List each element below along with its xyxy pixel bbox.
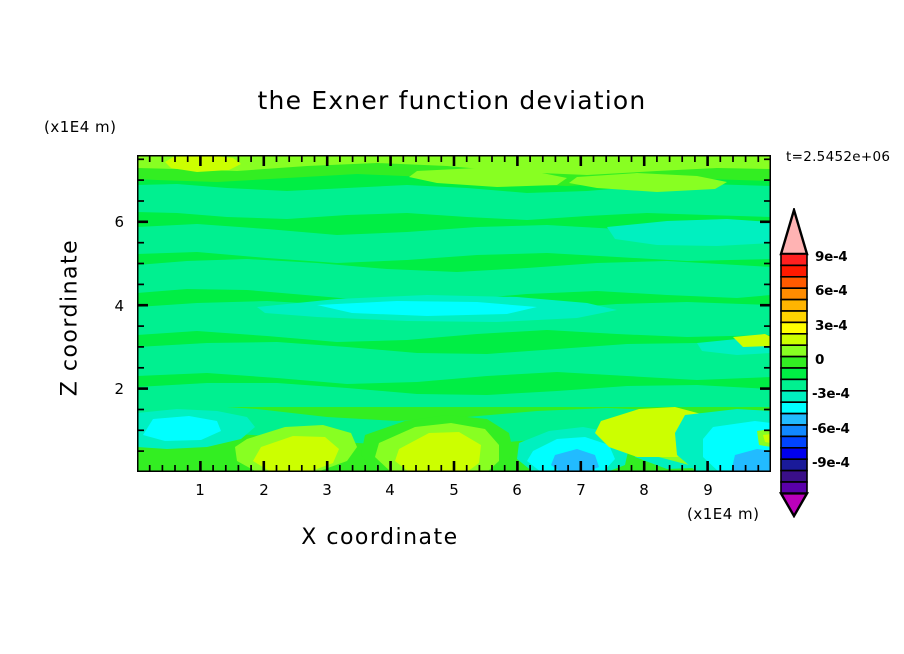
y-axis-unit-label: (x1E4 m) — [44, 118, 117, 136]
colorbar-tick-label-1: 9e-4 — [815, 249, 848, 265]
band-cyan-patch-upper-right — [607, 219, 771, 246]
y-axis-title: Z coordinate — [57, 238, 83, 397]
colorbar-tick-label-6: -6e-4 — [812, 421, 850, 437]
colorbar-tick-label-7: -9e-4 — [812, 455, 850, 471]
page-title: the Exner function deviation — [257, 86, 647, 115]
band-springgreen-mid-1 — [137, 259, 771, 302]
colorbar-tick-label-2: 6e-4 — [815, 283, 848, 299]
band-cyan-patch-center-core — [317, 301, 537, 316]
band-yellow-low-right-tip — [763, 434, 771, 443]
x-tick-label-6: 6 — [512, 481, 522, 499]
y-tick-label-4: 4 — [114, 297, 124, 315]
band-springgreen-mid-3 — [137, 342, 771, 384]
x-tick-label-8: 8 — [639, 481, 649, 499]
x-tick-label-4: 4 — [385, 481, 395, 499]
colorbar-arrow-over — [779, 208, 809, 256]
x-tick-label-5: 5 — [449, 481, 459, 499]
band-yellow-plume-a-core — [253, 436, 339, 472]
x-axis-unit-label: (x1E4 m) — [687, 505, 760, 523]
x-tick-label-2: 2 — [259, 481, 269, 499]
band-yellowgreen-crest-mid — [409, 168, 567, 187]
band-springgreen-upper-1 — [137, 184, 771, 220]
contour-bands — [137, 155, 771, 472]
time-annotation: t=2.5452e+06 — [786, 149, 891, 165]
x-axis-title: X coordinate — [301, 525, 459, 550]
colorbar-arrow-under — [778, 492, 810, 518]
y-axis-ticks — [137, 158, 771, 452]
band-yellowgreen-crest-right — [569, 173, 727, 192]
x-tick-label-9: 9 — [703, 481, 713, 499]
y-tick-label-6: 6 — [114, 213, 124, 231]
band-yellow-plume-b-core — [395, 432, 481, 472]
x-tick-label-1: 1 — [195, 481, 205, 499]
colorbar-bands — [780, 253, 808, 495]
y-tick-label-2: 2 — [114, 380, 124, 398]
band-yellow-crest-left — [165, 155, 241, 172]
x-tick-label-3: 3 — [322, 481, 332, 499]
band-cyan-lower-left-core — [143, 416, 221, 441]
contour-plot-area — [137, 155, 771, 472]
band-blue-core-left — [551, 449, 599, 472]
x-axis-ticks — [148, 155, 760, 472]
band-yellowgreen-sliver-right — [733, 334, 771, 347]
colorbar-tick-label-5: -3e-4 — [812, 386, 850, 402]
colorbar[interactable] — [777, 208, 811, 518]
colorbar-tick-label-4: 0 — [815, 352, 825, 368]
colorbar-tick-label-3: 3e-4 — [815, 318, 848, 334]
band-blue-core-right — [731, 449, 771, 472]
x-tick-label-7: 7 — [576, 481, 586, 499]
